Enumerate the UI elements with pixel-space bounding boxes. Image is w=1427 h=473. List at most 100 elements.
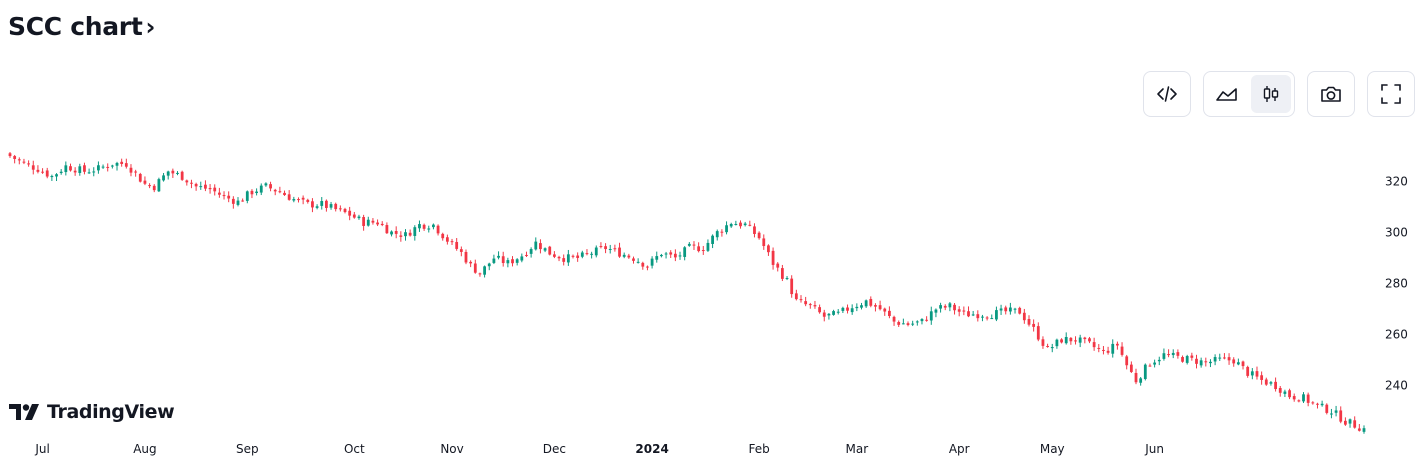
candle-body <box>794 293 798 300</box>
candle <box>134 169 138 177</box>
candle <box>106 163 110 172</box>
candle <box>720 229 724 237</box>
candle <box>1362 425 1366 434</box>
candle-body <box>185 180 189 183</box>
candle <box>1204 357 1208 367</box>
candle-body <box>1260 375 1264 380</box>
chart-title-link[interactable]: SCC chart › <box>8 12 155 41</box>
candle-body <box>585 253 589 255</box>
candle <box>1311 401 1315 405</box>
candle-body <box>50 176 54 178</box>
candle-body <box>162 175 165 181</box>
candle-body <box>408 232 412 236</box>
candle <box>404 229 407 241</box>
candle-body <box>418 224 421 229</box>
candle-body <box>1055 339 1059 347</box>
snapshot-button[interactable] <box>1307 71 1355 117</box>
candle <box>1148 363 1152 367</box>
candle <box>1223 353 1226 360</box>
candle-body <box>869 298 873 306</box>
candle-body <box>878 305 882 310</box>
candle-body <box>906 323 910 325</box>
candle <box>599 242 603 249</box>
candle <box>120 158 124 167</box>
candle <box>445 234 449 245</box>
candle-body <box>22 161 26 163</box>
candle-body <box>473 263 477 273</box>
candle-body <box>720 231 724 233</box>
candle-body <box>497 255 500 258</box>
candle <box>455 238 459 251</box>
candle <box>762 234 766 250</box>
candle-body <box>562 258 566 262</box>
candle <box>231 196 235 209</box>
candle-body <box>1148 365 1152 367</box>
fullscreen-button[interactable] <box>1367 71 1415 117</box>
candle-body <box>366 219 370 226</box>
tradingview-brand[interactable]: TradingView <box>9 401 175 423</box>
candle-body <box>1297 400 1301 402</box>
candle <box>380 221 384 227</box>
candle-body <box>1223 357 1226 359</box>
candle <box>399 231 403 242</box>
candle-body <box>259 185 263 193</box>
candle <box>1102 346 1105 355</box>
area-style-button[interactable] <box>1207 75 1247 113</box>
candle-body <box>1176 352 1180 356</box>
candle <box>901 318 905 325</box>
candle-body <box>129 167 133 173</box>
candle <box>315 204 319 210</box>
candle <box>343 207 347 214</box>
candle <box>101 164 105 169</box>
candle-body <box>143 180 147 184</box>
candle <box>725 221 728 235</box>
candle-body <box>306 199 310 202</box>
candle-body <box>660 254 663 257</box>
candle <box>874 303 877 312</box>
candle-body <box>804 301 808 305</box>
candle <box>1264 377 1268 386</box>
candle <box>432 223 435 230</box>
candle <box>1162 348 1166 361</box>
candle <box>1088 336 1091 344</box>
candle-style-button[interactable] <box>1251 75 1291 113</box>
candle-body <box>213 187 217 192</box>
candle-body <box>1264 379 1268 385</box>
candle-body <box>864 300 868 307</box>
candle-body <box>995 310 998 320</box>
candle <box>166 170 170 180</box>
candle <box>888 306 891 319</box>
candle-body <box>1195 358 1198 364</box>
candle-body <box>664 253 668 255</box>
candle-body <box>1111 343 1115 354</box>
embed-button[interactable] <box>1143 71 1191 117</box>
candle <box>59 169 63 175</box>
candle <box>329 201 333 210</box>
candle-body <box>357 216 361 219</box>
time-axis: Jul Aug Sep Oct Nov Dec 2024 Feb Mar Apr May Jun <box>34 442 1164 456</box>
candle-series <box>8 152 1366 434</box>
candle <box>1255 366 1259 380</box>
candle-body <box>822 312 826 317</box>
candle <box>911 320 915 327</box>
candle <box>292 196 296 203</box>
candle <box>929 306 933 325</box>
candle <box>664 251 668 259</box>
candle <box>832 309 835 316</box>
candle <box>87 168 91 174</box>
candle <box>948 302 952 312</box>
candle-body <box>1311 402 1315 404</box>
candle <box>436 224 440 236</box>
candle <box>171 168 175 178</box>
candle <box>632 256 635 264</box>
candle-body <box>204 184 207 189</box>
candle-body <box>231 198 235 204</box>
candle-body <box>636 261 640 263</box>
candle <box>990 314 994 320</box>
candle-body <box>813 305 817 307</box>
candle-body <box>1204 361 1208 363</box>
candle-body <box>469 261 473 264</box>
candlestick-icon <box>1260 83 1282 105</box>
candle <box>711 234 714 249</box>
